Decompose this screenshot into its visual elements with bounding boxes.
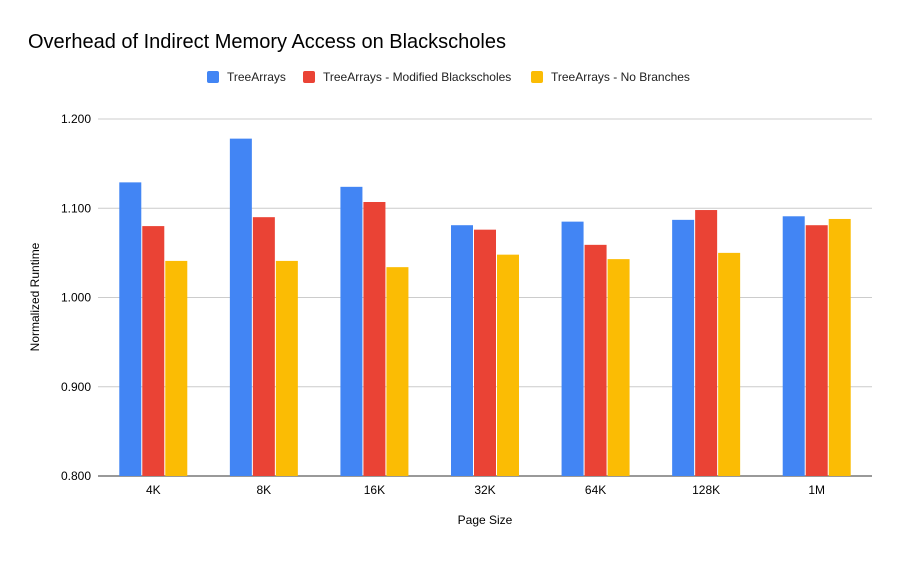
bar xyxy=(229,138,252,476)
bar xyxy=(672,219,695,477)
x-tick-label: 4K xyxy=(146,483,161,497)
bar xyxy=(275,260,298,476)
y-tick-label: 0.800 xyxy=(61,469,91,483)
x-tick-label: 8K xyxy=(257,483,272,497)
bar xyxy=(607,259,630,476)
bar xyxy=(782,216,805,476)
bar xyxy=(142,226,165,476)
x-tick-label: 16K xyxy=(364,483,385,497)
legend-label: TreeArrays - Modified Blackscholes xyxy=(323,70,511,84)
y-tick-label: 1.000 xyxy=(61,291,91,305)
bar xyxy=(165,260,188,476)
bar xyxy=(497,254,519,476)
chart-title: Overhead of Indirect Memory Access on Bl… xyxy=(28,31,506,53)
legend-swatch xyxy=(303,71,315,83)
x-tick-label: 128K xyxy=(692,483,720,497)
bar xyxy=(718,252,741,476)
y-tick-label: 1.100 xyxy=(61,201,91,215)
legend-label: TreeArrays xyxy=(227,70,286,84)
x-tick-label: 32K xyxy=(474,483,495,497)
y-tick-label: 1.200 xyxy=(61,112,91,126)
x-axis-label: Page Size xyxy=(458,513,513,527)
bar xyxy=(252,217,275,477)
legend-swatch xyxy=(207,71,219,83)
x-tick-label: 64K xyxy=(585,483,606,497)
bar xyxy=(340,186,363,476)
bar xyxy=(561,221,584,476)
bars xyxy=(119,138,851,477)
bar xyxy=(584,244,607,476)
y-tick-labels: 0.800 0.900 1.000 1.100 1.200 xyxy=(61,112,91,483)
legend: TreeArrays TreeArrays - Modified Blacksch… xyxy=(207,70,690,84)
y-tick-label: 0.900 xyxy=(61,380,91,394)
y-axis-label: Normalized Runtime xyxy=(28,242,42,351)
bar xyxy=(386,267,409,476)
bar xyxy=(695,210,718,476)
x-tick-label: 1M xyxy=(808,483,825,497)
legend-swatch xyxy=(531,71,543,83)
bar xyxy=(119,182,142,476)
x-tick-labels: 4K 8K 16K 32K 64K 128K 1M xyxy=(146,483,825,497)
bar xyxy=(474,229,496,476)
bar xyxy=(828,218,851,476)
legend-label: TreeArrays - No Branches xyxy=(551,70,690,84)
bar xyxy=(451,225,473,476)
bar xyxy=(363,202,386,476)
bar xyxy=(805,225,828,476)
